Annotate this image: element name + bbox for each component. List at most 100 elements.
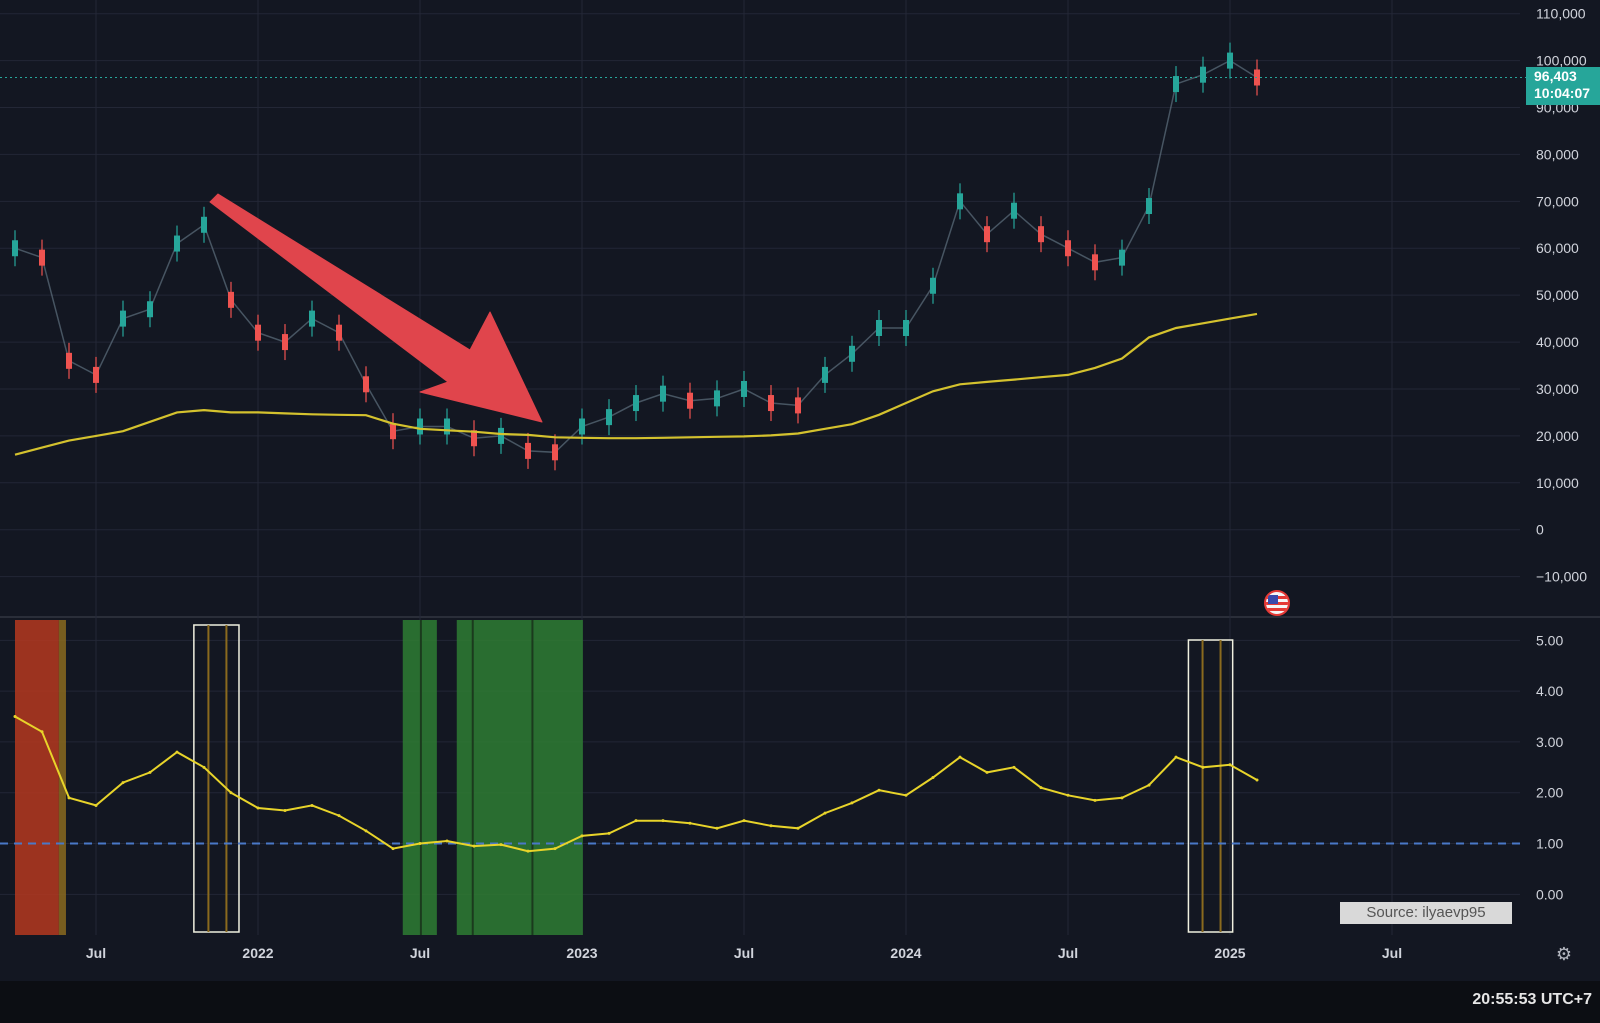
candle [768,395,774,412]
indicator-tick-label: 1.00 [1536,836,1563,852]
candle [660,385,666,402]
price-tick-label: 100,000 [1536,53,1587,69]
indicator-tick-label: 3.00 [1536,734,1563,750]
price-tick-label: 110,000 [1536,6,1586,22]
indicator-point [364,829,368,833]
indicator-point [796,826,800,830]
clock[interactable]: 20:55:53 UTC+7 [1472,991,1592,1008]
candle [741,380,747,397]
candle [525,442,531,459]
candle [552,444,558,461]
indicator-zones [15,620,1234,935]
price-tick-label: 30,000 [1536,381,1579,397]
indicator-point [418,842,422,846]
indicator-point [13,715,17,719]
highlight-box [193,624,240,933]
time-tick-label: Jul [410,945,430,961]
candle [363,376,369,393]
candle [1200,66,1206,83]
indicator-point [1093,798,1097,802]
candle [822,366,828,383]
price-tick-label: 80,000 [1536,146,1579,162]
price-tick-label: 0 [1536,522,1544,538]
indicator-tick-label: 0.00 [1536,886,1563,902]
candle [795,397,801,414]
indicator-point [229,791,233,795]
time-tick-label: 2023 [566,945,597,961]
green-zone [402,620,437,935]
candle [228,291,234,308]
candle [1146,198,1152,215]
candle [201,216,207,233]
indicator-point [661,819,665,823]
bar-countdown: 10:04:07 [1534,85,1591,101]
candle [606,409,612,426]
indicator-axis: 5.00 4.00 3.00 2.00 1.00 0.00 [1536,632,1563,902]
indicator-tick-label: 2.00 [1536,785,1563,801]
candle [12,240,18,257]
current-price-value: 96,403 [1534,68,1577,84]
price-axis: 110,000100,00090,00080,00070,00060,00050… [1536,6,1587,585]
indicator-tick-label: 5.00 [1536,632,1563,648]
indicator-point [445,839,449,843]
current-price-badge: 96,403 10:04:07 [1526,67,1600,105]
chart-background [0,0,1600,981]
indicator-point [958,755,962,759]
indicator-point [1012,765,1016,769]
red-zone [15,620,59,935]
indicator-point [526,849,530,853]
time-tick-label: Jul [86,945,106,961]
indicator-point [1255,778,1259,782]
candle [1065,240,1071,257]
indicator-point [94,803,98,807]
annotation-arrow [209,193,543,423]
annotation-arrow-shape [209,193,543,423]
indicator-point [688,821,692,825]
indicator-point [553,847,557,851]
indicator-point [1147,783,1151,787]
indicator-point [391,847,395,851]
us-flag-icon[interactable] [1264,590,1290,616]
candle [147,301,153,318]
price-tick-label: 40,000 [1536,334,1579,350]
candle [903,319,909,336]
price-tick-label: 60,000 [1536,240,1579,256]
time-tick-label: Jul [1382,945,1402,961]
price-tick-label: 70,000 [1536,193,1579,209]
candle [39,249,45,266]
candle [876,319,882,336]
candle [1227,52,1233,69]
indicator-point [148,770,152,774]
candle [714,390,720,407]
candle [1092,254,1098,271]
green-zone [456,620,583,935]
candle [471,430,477,447]
candle [66,352,72,369]
indicator-point [580,834,584,838]
time-tick-label: Jul [1058,945,1078,961]
candle [255,324,261,341]
indicator-tick-label: 4.00 [1536,683,1563,699]
footer-bar: 20:55:53 UTC+7 [0,981,1600,1023]
candle [579,418,585,435]
candle [1038,226,1044,243]
indicator-point [283,809,287,813]
candle [957,193,963,210]
indicator-point [40,730,44,734]
candle [417,418,423,435]
indicator-point [202,765,206,769]
source-label: Source: ilyaevp95 [1340,902,1512,924]
candle [120,310,126,327]
candle [1011,202,1017,219]
candle [336,324,342,341]
chart-canvas[interactable]: 110,000100,00090,00080,00070,00060,00050… [0,0,1600,981]
indicator-point [715,826,719,830]
indicator-point [337,814,341,818]
indicator-point [121,781,125,785]
indicator-point [877,788,881,792]
indicator-point [742,819,746,823]
indicator-point [1120,796,1124,800]
settings-gear-icon[interactable]: ⚙ [1555,944,1573,964]
price-tick-label: −10,000 [1536,569,1587,585]
orange-zone [58,620,66,935]
